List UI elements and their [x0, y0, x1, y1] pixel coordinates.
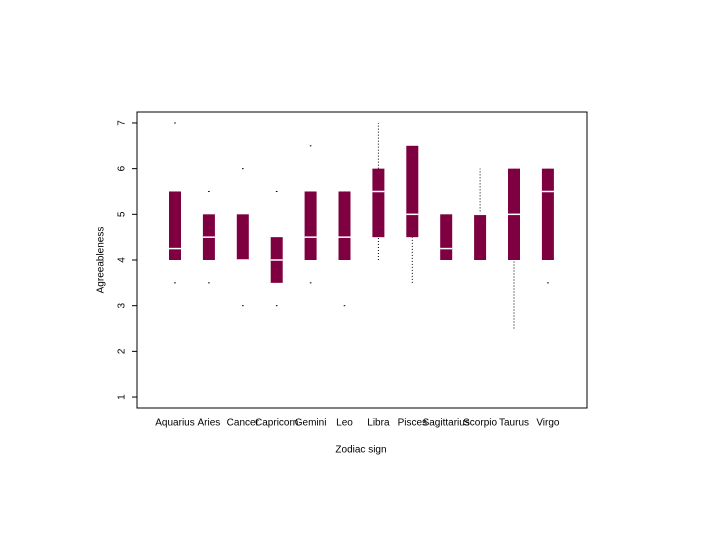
x-tick-label: Taurus [499, 418, 529, 429]
x-axis-label: Zodiac sign [335, 445, 386, 456]
y-tick-label: 4 [117, 257, 128, 263]
box [338, 191, 351, 260]
box [372, 168, 385, 238]
x-tick-label: Virgo [536, 418, 560, 429]
box [440, 214, 453, 260]
x-tick-label: Scorpio [463, 418, 497, 429]
x-tick-label: Aquarius [155, 418, 194, 429]
x-tick-label: Capricorn [255, 418, 298, 429]
x-tick-label: Leo [336, 418, 353, 429]
y-tick-label: 5 [117, 211, 128, 217]
box [541, 168, 554, 260]
box [304, 191, 317, 260]
y-tick-label: 1 [117, 394, 128, 400]
x-tick-label: Pisces [398, 418, 427, 429]
y-axis-label: Agreeableness [96, 227, 107, 294]
x-tick-label: Libra [367, 418, 390, 429]
box [169, 191, 181, 260]
x-tick-label: Gemini [295, 418, 327, 429]
y-tick-label: 3 [117, 302, 128, 308]
box [474, 214, 487, 260]
y-tick-label: 6 [117, 165, 128, 171]
x-tick-label: Sagittarius [423, 418, 470, 429]
x-tick-label: Aries [198, 418, 221, 429]
x-tick-label: Cancer [227, 418, 260, 429]
box [236, 214, 249, 260]
y-tick-label: 7 [117, 120, 128, 126]
box [406, 145, 419, 238]
y-tick-label: 2 [117, 348, 128, 354]
